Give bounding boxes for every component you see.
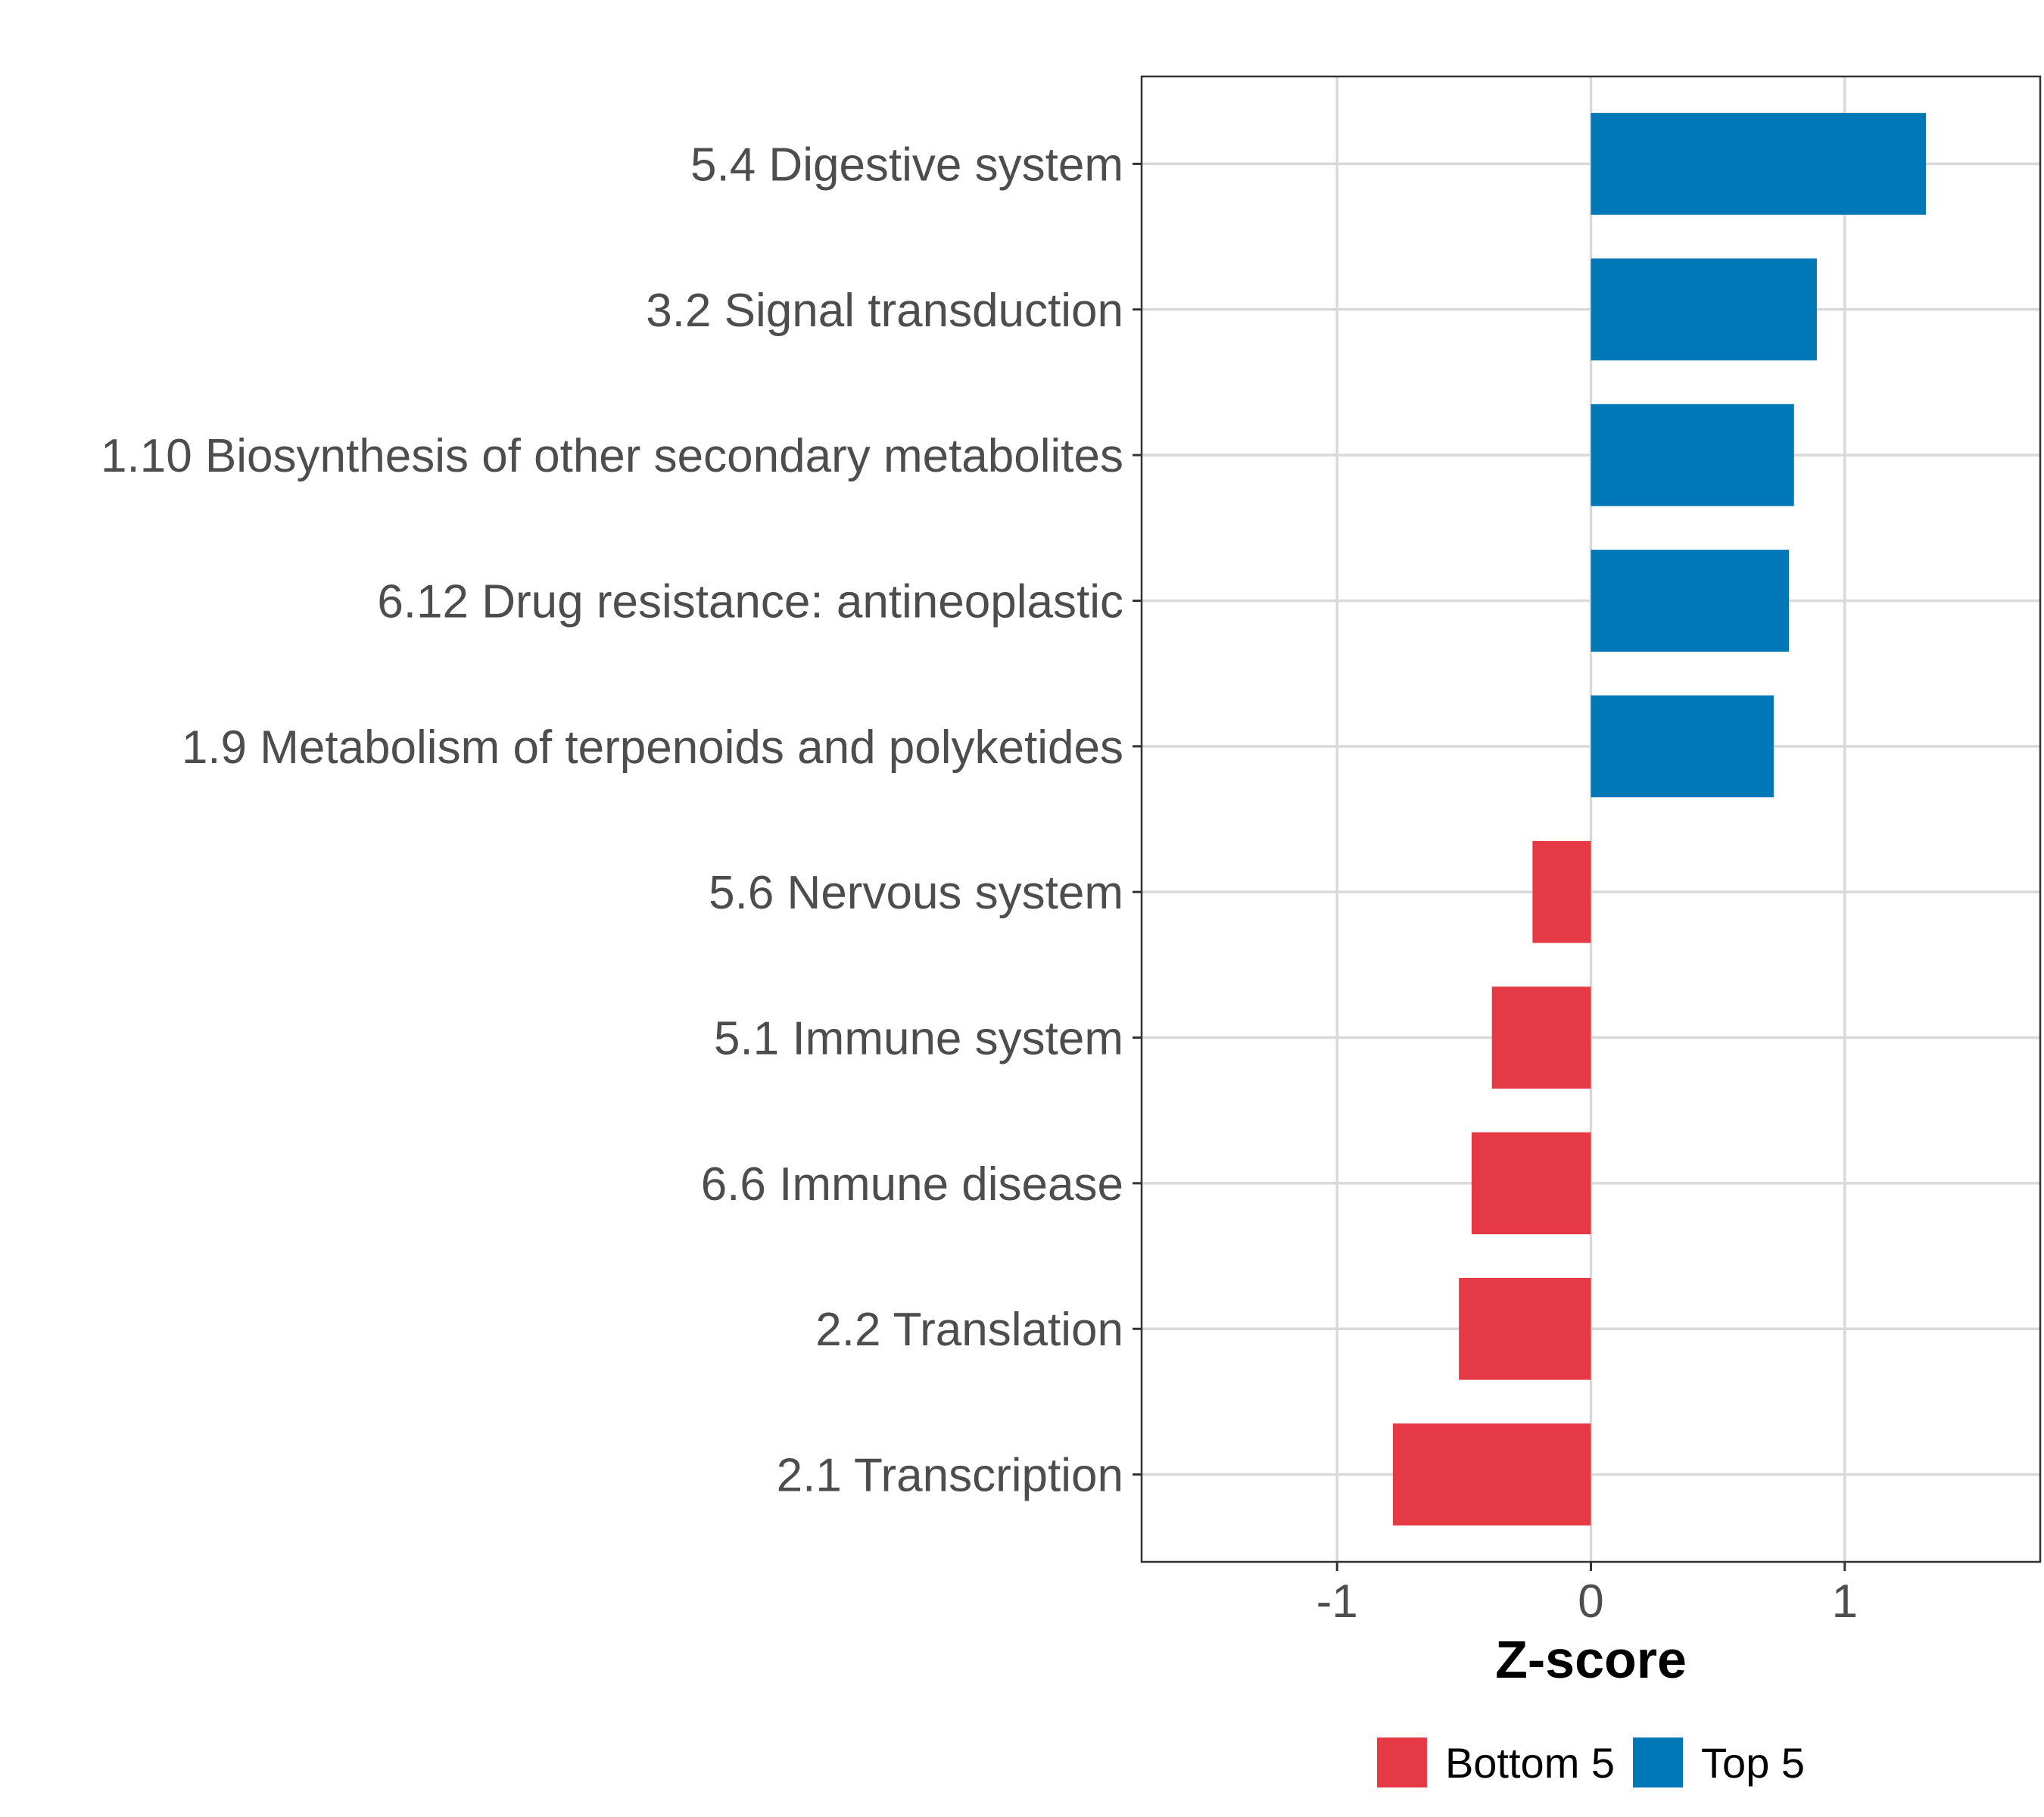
x-tick-label: 1 — [1832, 1575, 1858, 1628]
bars — [1392, 113, 1927, 1526]
bar-9 — [1459, 1277, 1591, 1380]
category-label: 1.9 Metabolism of terpenoids and polyket… — [182, 722, 1123, 774]
y-axis-ticks — [1133, 162, 1142, 1476]
category-label: 5.6 Nervous system — [709, 867, 1123, 919]
legend-label-1: Bottom 5 — [1445, 1739, 1615, 1787]
bar-2 — [1591, 258, 1817, 361]
bar-5 — [1591, 695, 1774, 798]
x-tick-label: 0 — [1578, 1575, 1603, 1628]
x-axis-labels: -1 0 1 — [1316, 1575, 1858, 1628]
category-label: 5.4 Digestive system — [690, 139, 1123, 191]
bar-8 — [1471, 1132, 1591, 1235]
category-label: 2.1 Transcription — [777, 1450, 1123, 1502]
bar-4 — [1591, 550, 1790, 652]
category-label: 2.2 Translation — [815, 1304, 1123, 1356]
category-label: 6.12 Drug resistance: antineoplastic — [377, 575, 1123, 628]
legend-label-2: Top 5 — [1701, 1739, 1805, 1787]
bar-7 — [1491, 986, 1591, 1089]
legend: Bottom 5 Top 5 — [1376, 1738, 1805, 1787]
category-label: 3.2 Signal transduction — [646, 285, 1123, 337]
bar-10 — [1392, 1423, 1591, 1526]
legend-key-2 — [1633, 1738, 1684, 1787]
x-axis-ticks — [1335, 1562, 1846, 1571]
category-label: 5.1 Immune system — [714, 1013, 1123, 1065]
bar-6 — [1532, 840, 1591, 943]
x-tick-label: -1 — [1316, 1575, 1358, 1628]
bar-3 — [1591, 404, 1794, 506]
category-label: 6.6 Immune disease — [701, 1158, 1123, 1211]
y-axis-labels: 5.4 Digestive system 3.2 Signal transduct… — [101, 139, 1123, 1501]
legend-key-1 — [1376, 1738, 1427, 1787]
category-label: 1.10 Biosynthesis of other secondary met… — [101, 430, 1123, 482]
x-axis-title: Z-score — [1495, 1630, 1687, 1689]
bar-1 — [1591, 113, 1927, 215]
